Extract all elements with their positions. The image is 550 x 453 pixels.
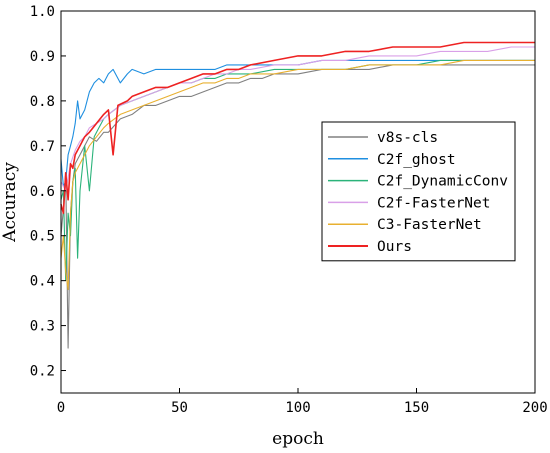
legend: v8s-cls C2f_ghost C2f_DynamicConv C2f-Faste… [321,121,516,262]
legend-label: C2f-FasterNet [377,195,491,211]
plot-lines [60,41,535,349]
legend-label: v8s-cls [377,130,438,146]
x-axis-ticks: 0 50 100 150 200 [57,388,548,416]
x-tick-label: 200 [522,400,547,416]
x-axis-title: epoch [272,429,324,449]
y-tick-label: 0.6 [30,184,55,200]
legend-label: C2f_ghost [377,152,456,168]
y-axis-title: Accuracy [0,162,20,243]
x-tick-label: 50 [171,400,188,416]
x-tick-label: 100 [285,400,310,416]
x-tick-label: 0 [57,400,65,416]
x-tick-label: 150 [404,400,429,416]
y-tick-label: 1.0 [30,4,55,20]
legend-label: C2f_DynamicConv [377,174,508,190]
legend-label: C3-FasterNet [377,217,482,233]
series-line-5 [60,41,535,214]
y-tick-label: 0.2 [30,364,55,380]
y-tick-label: 0.3 [30,319,55,335]
series-line-4 [60,59,535,291]
y-tick-label: 0.8 [30,94,55,110]
y-tick-label: 0.5 [30,229,55,245]
y-tick-label: 0.7 [30,139,55,155]
series-line-0 [60,64,535,349]
y-tick-label: 0.4 [30,274,55,290]
legend-box [321,121,516,262]
series-line-3 [60,46,535,192]
y-tick-label: 0.9 [30,49,55,65]
series-line-1 [60,59,535,187]
legend-label: Ours [377,239,412,255]
y-axis-ticks: 0.2 0.3 0.4 0.5 0.6 0.7 0.8 0.9 1.0 [30,4,66,380]
